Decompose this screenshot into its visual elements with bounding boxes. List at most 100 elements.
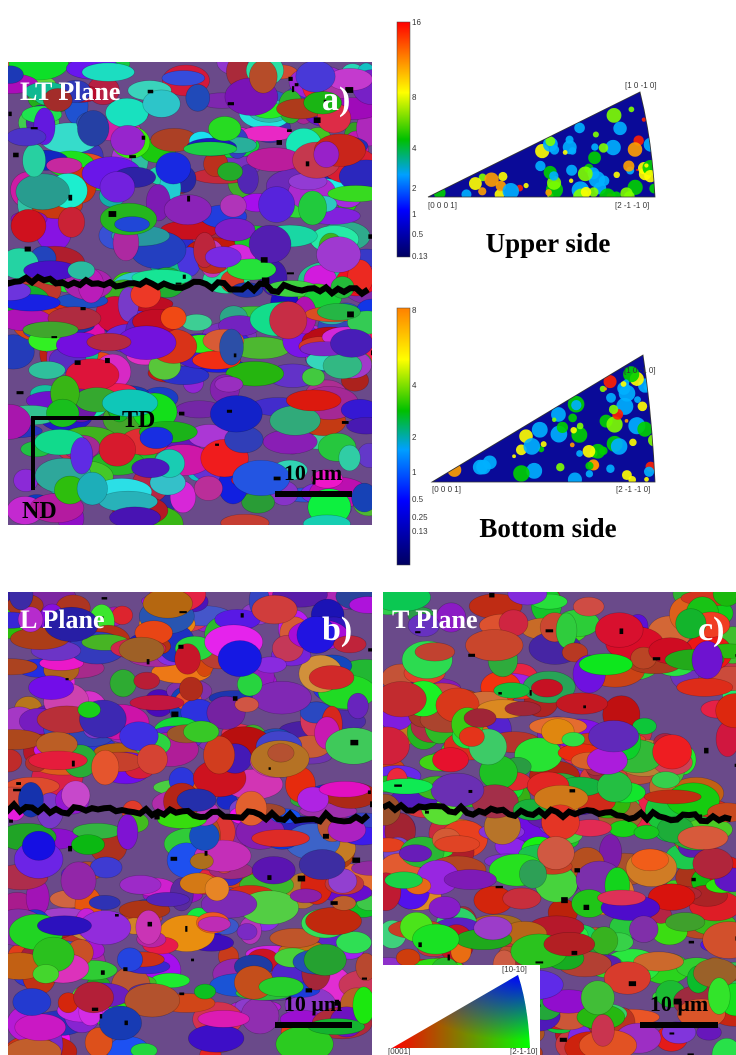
intensity-spot: [637, 422, 652, 437]
grain: [589, 720, 639, 752]
unindexed-spot: [323, 834, 329, 839]
grain: [444, 870, 496, 890]
intensity-spot: [644, 477, 649, 482]
grain: [220, 329, 244, 365]
grain: [99, 433, 136, 466]
grain: [269, 301, 306, 339]
grain: [194, 984, 216, 999]
grain: [217, 162, 242, 181]
intensity-spot: [563, 150, 568, 155]
unindexed-spot: [233, 696, 238, 701]
colorbar: [397, 22, 410, 257]
unindexed-spot: [561, 897, 568, 903]
grain: [459, 727, 484, 747]
intensity-spot: [621, 381, 627, 387]
grain: [215, 377, 243, 393]
grain: [505, 701, 541, 715]
unindexed-spot: [267, 875, 271, 880]
grain: [298, 191, 326, 225]
unindexed-spot: [72, 761, 75, 767]
intensity-spot: [604, 387, 607, 390]
intensity-spot: [570, 427, 576, 433]
grain: [431, 773, 484, 807]
colorbar-label: 2: [412, 433, 417, 442]
unindexed-spot: [689, 941, 694, 944]
unindexed-spot: [179, 992, 184, 995]
unindexed-spot: [179, 611, 186, 613]
unindexed-spot: [287, 272, 294, 274]
grain: [415, 643, 455, 661]
colorbar-label: 16: [412, 18, 421, 27]
unindexed-spot: [292, 86, 294, 92]
intensity-spot: [578, 166, 593, 181]
unindexed-spot: [102, 597, 108, 599]
grain: [143, 589, 192, 618]
intensity-spot: [541, 441, 547, 447]
grain: [0, 749, 22, 772]
grain: [220, 195, 246, 218]
unindexed-spot: [148, 90, 154, 93]
grain: [358, 443, 382, 467]
unindexed-spot: [227, 410, 232, 413]
unindexed-spot: [347, 311, 354, 317]
unindexed-spot: [228, 102, 234, 105]
unindexed-spot: [16, 782, 21, 785]
colorbar-label: 0.5: [412, 230, 424, 239]
unindexed-spot: [125, 1021, 128, 1026]
grain: [117, 814, 138, 849]
grain: [474, 916, 512, 940]
grain: [303, 515, 350, 532]
unindexed-spot: [171, 857, 178, 861]
intensity-spot: [568, 414, 577, 423]
grain: [218, 641, 262, 677]
unindexed-spot: [241, 613, 244, 617]
grain: [306, 907, 362, 935]
grain: [432, 748, 468, 772]
grain: [237, 923, 257, 940]
unindexed-spot: [9, 820, 13, 823]
grain: [268, 744, 294, 763]
unindexed-spot: [13, 789, 21, 792]
grain: [249, 225, 291, 263]
grain: [117, 948, 142, 972]
scale-bar: [275, 491, 352, 497]
grain: [330, 329, 372, 357]
scale-label: 10 μm: [284, 460, 342, 485]
grain: [146, 892, 189, 906]
grain: [347, 417, 387, 434]
grain: [190, 853, 213, 869]
unindexed-spot: [115, 914, 119, 917]
unindexed-spot: [370, 801, 378, 807]
grain: [341, 399, 378, 420]
colorbar-label: 0.13: [412, 252, 428, 261]
intensity-spot: [532, 422, 548, 438]
corner-label: [0001]: [388, 1047, 410, 1055]
grain: [162, 71, 205, 86]
grain: [385, 872, 423, 889]
grain: [235, 697, 259, 712]
unindexed-spot: [331, 901, 338, 905]
unindexed-spot: [295, 83, 299, 86]
unindexed-spot: [572, 951, 578, 955]
unindexed-spot: [31, 127, 38, 129]
corner-label: [10-10]: [502, 965, 527, 974]
unindexed-spot: [368, 234, 376, 238]
colorbar: [397, 308, 410, 565]
intensity-spot: [484, 172, 498, 186]
grain: [77, 110, 109, 146]
grain: [562, 732, 585, 746]
unindexed-spot: [469, 790, 473, 793]
panel-letter: a): [322, 81, 350, 118]
unindexed-spot: [468, 654, 475, 657]
grain: [205, 247, 241, 268]
grain: [325, 728, 381, 765]
grain: [464, 709, 496, 728]
scale-label: 10 μm: [650, 991, 708, 1016]
intensity-spot: [642, 118, 646, 122]
intensity-spot: [599, 446, 608, 455]
figure: [1 0 -1 0] [0 0 0 1] [2 -1 -1 0] Upper s…: [0, 0, 736, 1055]
colorbar-label: 0.25: [412, 513, 428, 522]
intensity-spot: [469, 177, 482, 190]
grain: [37, 916, 91, 936]
unindexed-spot: [670, 1032, 675, 1034]
